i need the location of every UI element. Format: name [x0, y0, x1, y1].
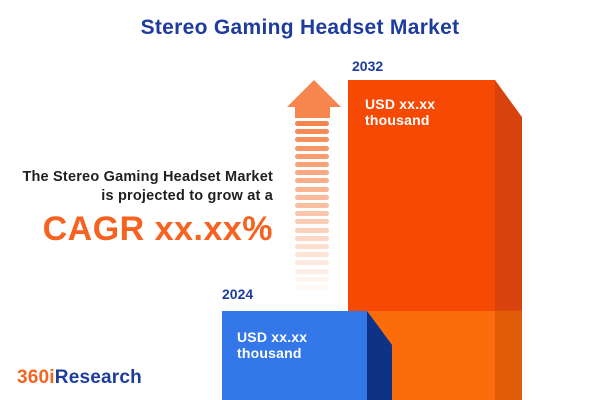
cagr-value: CAGR xx.xx% — [42, 210, 273, 248]
bar-2024: USD xx.xx thousand — [222, 311, 367, 400]
logo: 360iResearch — [17, 367, 142, 389]
growth-arrow-icon — [287, 80, 341, 118]
bar-2024-value-label: USD xx.xx thousand — [237, 329, 308, 361]
page-title: Stereo Gaming Headset Market — [140, 16, 460, 39]
logo-part-360i: 360i — [17, 367, 55, 388]
logo-part-research: Research — [54, 367, 142, 388]
bar-2032-value-label: USD xx.xx thousand — [365, 96, 436, 128]
growth-arrow-stripes — [295, 121, 329, 293]
description-line-1: The Stereo Gaming Headset Market — [22, 169, 273, 185]
bar-2032-year-label: 2032 — [352, 58, 384, 74]
bar-2024-year-label: 2024 — [222, 286, 254, 302]
description-line-2: is projected to grow at a — [101, 188, 273, 204]
market-description: The Stereo Gaming Headset Market is proj… — [0, 168, 273, 246]
bar-2032-side-face — [495, 80, 522, 400]
